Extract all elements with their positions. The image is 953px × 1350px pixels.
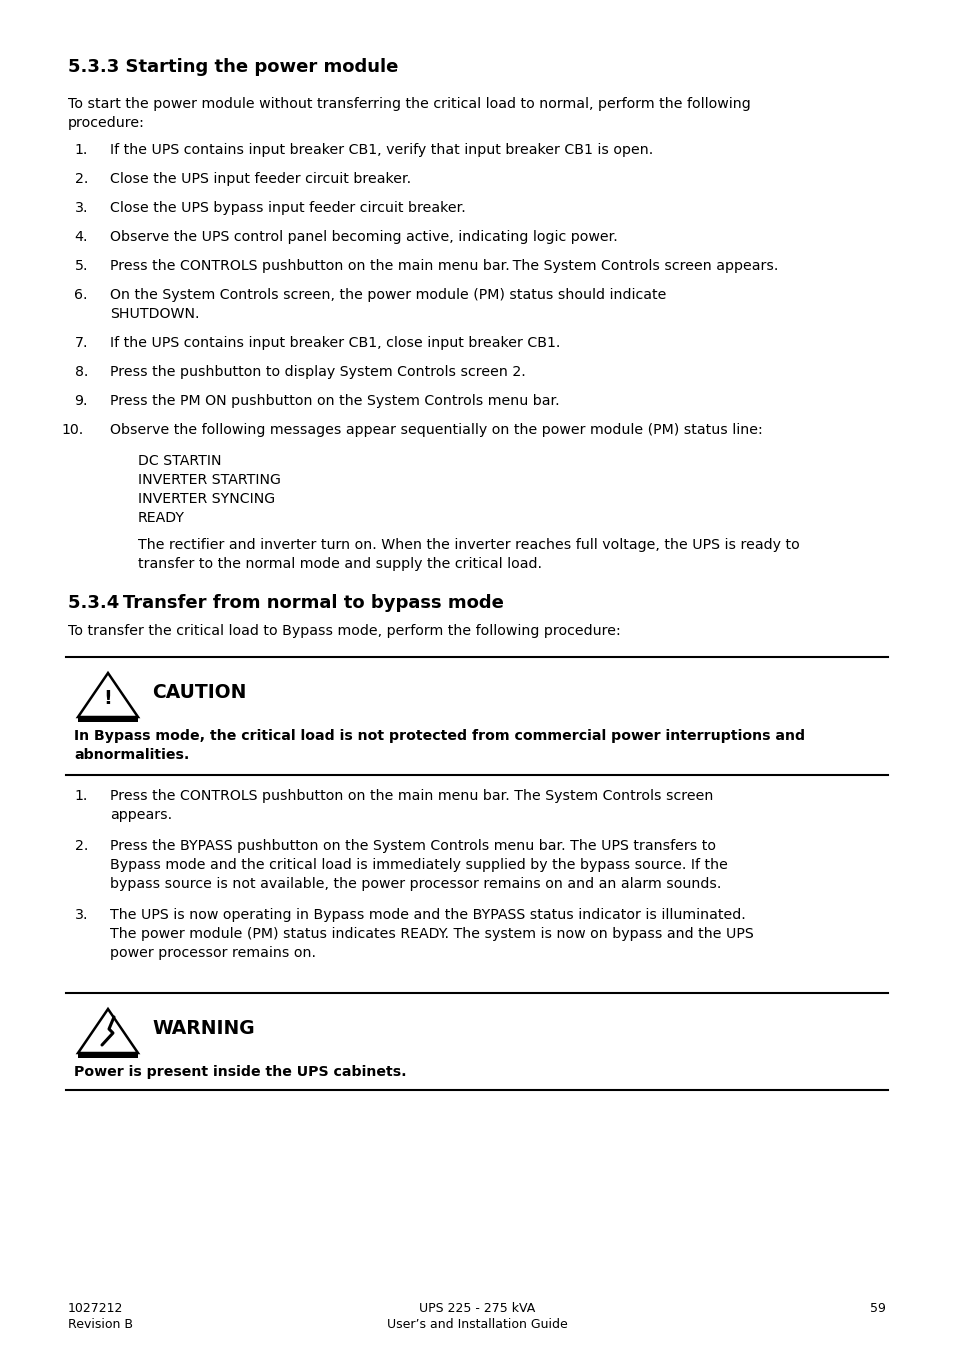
Text: Observe the following messages appear sequentially on the power module (PM) stat: Observe the following messages appear se… bbox=[110, 423, 762, 437]
Text: Power is present inside the UPS cabinets.: Power is present inside the UPS cabinets… bbox=[74, 1065, 406, 1079]
Text: Revision B: Revision B bbox=[68, 1318, 132, 1331]
Text: Press the CONTROLS pushbutton on the main menu bar. The System Controls screen a: Press the CONTROLS pushbutton on the mai… bbox=[110, 259, 778, 273]
Text: INVERTER STARTING: INVERTER STARTING bbox=[138, 472, 280, 487]
Text: Press the PM ON pushbutton on the System Controls menu bar.: Press the PM ON pushbutton on the System… bbox=[110, 394, 559, 408]
Text: 59: 59 bbox=[869, 1301, 885, 1315]
Text: 1.: 1. bbox=[74, 143, 88, 157]
Text: 3.: 3. bbox=[74, 201, 88, 215]
Text: The UPS is now operating in Bypass mode and the BYPASS status indicator is illum: The UPS is now operating in Bypass mode … bbox=[110, 909, 745, 922]
Polygon shape bbox=[78, 1053, 138, 1058]
Text: appears.: appears. bbox=[110, 809, 172, 822]
Text: abnormalities.: abnormalities. bbox=[74, 748, 190, 761]
Text: 5.: 5. bbox=[74, 259, 88, 273]
Text: Close the UPS input feeder circuit breaker.: Close the UPS input feeder circuit break… bbox=[110, 171, 411, 186]
Text: On the System Controls screen, the power module (PM) status should indicate: On the System Controls screen, the power… bbox=[110, 288, 666, 302]
Polygon shape bbox=[78, 717, 138, 722]
Text: INVERTER SYNCING: INVERTER SYNCING bbox=[138, 491, 274, 506]
Text: Press the BYPASS pushbutton on the System Controls menu bar. The UPS transfers t: Press the BYPASS pushbutton on the Syste… bbox=[110, 838, 716, 853]
Text: CAUTION: CAUTION bbox=[152, 683, 246, 702]
Text: Press the pushbutton to display System Controls screen 2.: Press the pushbutton to display System C… bbox=[110, 364, 525, 379]
Text: transfer to the normal mode and supply the critical load.: transfer to the normal mode and supply t… bbox=[138, 558, 541, 571]
Text: To transfer the critical load to Bypass mode, perform the following procedure:: To transfer the critical load to Bypass … bbox=[68, 624, 620, 639]
Text: In Bypass mode, the critical load is not protected from commercial power interru: In Bypass mode, the critical load is not… bbox=[74, 729, 804, 742]
Text: The power module (PM) status indicates READY. The system is now on bypass and th: The power module (PM) status indicates R… bbox=[110, 927, 753, 941]
Text: power processor remains on.: power processor remains on. bbox=[110, 946, 315, 960]
Text: 1.: 1. bbox=[74, 788, 88, 803]
Text: 10.: 10. bbox=[62, 423, 84, 437]
Text: Press the CONTROLS pushbutton on the main menu bar. The System Controls screen: Press the CONTROLS pushbutton on the mai… bbox=[110, 788, 713, 803]
Text: !: ! bbox=[104, 690, 112, 709]
Text: 4.: 4. bbox=[74, 230, 88, 244]
Text: DC STARTIN: DC STARTIN bbox=[138, 454, 221, 468]
Text: Bypass mode and the critical load is immediately supplied by the bypass source. : Bypass mode and the critical load is imm… bbox=[110, 859, 727, 872]
Text: 9.: 9. bbox=[74, 394, 88, 408]
Text: 5.3.4 Transfer from normal to bypass mode: 5.3.4 Transfer from normal to bypass mod… bbox=[68, 594, 503, 612]
Text: 8.: 8. bbox=[74, 364, 88, 379]
Text: READY: READY bbox=[138, 512, 185, 525]
Text: If the UPS contains input breaker CB1, close input breaker CB1.: If the UPS contains input breaker CB1, c… bbox=[110, 336, 559, 350]
Text: Close the UPS bypass input feeder circuit breaker.: Close the UPS bypass input feeder circui… bbox=[110, 201, 465, 215]
Text: The rectifier and inverter turn on. When the inverter reaches full voltage, the : The rectifier and inverter turn on. When… bbox=[138, 539, 799, 552]
Text: User’s and Installation Guide: User’s and Installation Guide bbox=[386, 1318, 567, 1331]
Text: WARNING: WARNING bbox=[152, 1019, 254, 1038]
Text: If the UPS contains input breaker CB1, verify that input breaker CB1 is open.: If the UPS contains input breaker CB1, v… bbox=[110, 143, 653, 157]
Text: 5.3.3 Starting the power module: 5.3.3 Starting the power module bbox=[68, 58, 398, 76]
Text: 7.: 7. bbox=[74, 336, 88, 350]
Text: 6.: 6. bbox=[74, 288, 88, 302]
Text: procedure:: procedure: bbox=[68, 116, 145, 130]
Text: SHUTDOWN.: SHUTDOWN. bbox=[110, 306, 199, 321]
Text: Observe the UPS control panel becoming active, indicating logic power.: Observe the UPS control panel becoming a… bbox=[110, 230, 618, 244]
Text: 1027212: 1027212 bbox=[68, 1301, 123, 1315]
Text: 3.: 3. bbox=[74, 909, 88, 922]
Text: To start the power module without transferring the critical load to normal, perf: To start the power module without transf… bbox=[68, 97, 750, 111]
Text: bypass source is not available, the power processor remains on and an alarm soun: bypass source is not available, the powe… bbox=[110, 878, 720, 891]
Text: UPS 225 - 275 kVA: UPS 225 - 275 kVA bbox=[418, 1301, 535, 1315]
Text: 2.: 2. bbox=[74, 838, 88, 853]
Text: 2.: 2. bbox=[74, 171, 88, 186]
